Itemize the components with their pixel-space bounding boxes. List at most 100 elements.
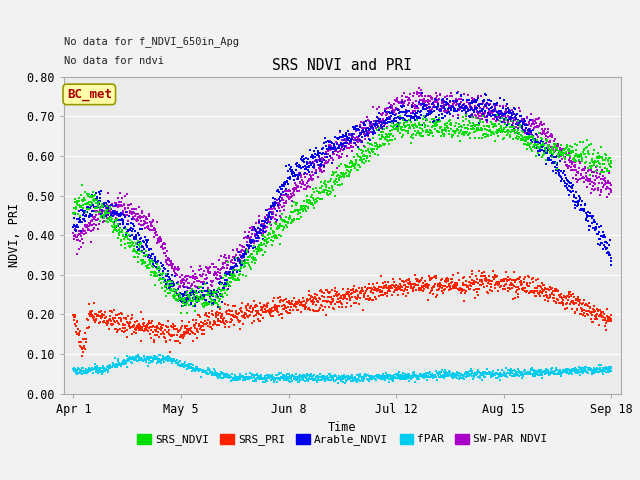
Point: [159, 276, 169, 283]
Point: [327, 171, 337, 179]
Point: [540, 150, 550, 157]
Point: [102, 218, 113, 226]
Point: [308, 372, 319, 380]
Point: [106, 201, 116, 208]
Point: [244, 374, 254, 382]
Point: [324, 370, 334, 378]
Point: [383, 378, 394, 385]
Point: [74, 365, 84, 372]
Point: [349, 123, 359, 131]
Point: [85, 199, 95, 206]
Point: [221, 291, 232, 299]
Point: [404, 275, 414, 283]
Point: [175, 297, 186, 305]
Point: [441, 127, 451, 135]
Point: [419, 96, 429, 103]
Point: [296, 173, 307, 181]
Point: [478, 131, 488, 139]
Point: [212, 292, 222, 300]
Point: [476, 281, 486, 288]
Point: [569, 162, 579, 169]
Point: [461, 108, 471, 116]
Point: [362, 131, 372, 138]
Point: [399, 373, 409, 381]
Point: [376, 283, 386, 290]
Point: [99, 367, 109, 375]
Point: [433, 104, 443, 111]
Point: [271, 371, 281, 379]
Point: [525, 139, 536, 147]
Point: [78, 228, 88, 235]
Point: [99, 317, 109, 325]
Point: [262, 215, 273, 222]
Point: [551, 285, 561, 292]
Point: [159, 249, 170, 256]
Point: [180, 362, 191, 370]
Point: [435, 118, 445, 125]
Point: [242, 247, 252, 255]
Point: [556, 152, 566, 160]
Point: [394, 121, 404, 129]
Point: [467, 125, 477, 133]
Point: [252, 237, 262, 244]
Point: [348, 123, 358, 131]
Point: [452, 96, 462, 104]
Point: [362, 132, 372, 140]
Point: [81, 212, 91, 220]
Point: [279, 202, 289, 210]
Point: [363, 372, 373, 379]
Point: [297, 301, 307, 309]
Point: [505, 285, 515, 292]
Point: [282, 222, 292, 229]
Point: [525, 125, 535, 132]
Point: [525, 140, 535, 148]
Point: [473, 285, 483, 293]
Point: [84, 300, 95, 308]
Point: [477, 134, 487, 142]
Point: [381, 281, 391, 288]
Point: [216, 252, 226, 260]
Point: [350, 161, 360, 168]
Point: [436, 132, 446, 140]
Point: [383, 133, 393, 141]
Point: [578, 312, 588, 319]
Point: [576, 364, 586, 372]
Point: [448, 100, 458, 108]
Point: [250, 302, 260, 310]
Point: [390, 370, 401, 377]
Point: [492, 370, 502, 378]
Point: [372, 373, 382, 381]
Point: [442, 99, 452, 107]
Point: [543, 156, 553, 164]
Point: [391, 285, 401, 293]
Point: [483, 104, 493, 111]
Point: [424, 103, 435, 111]
Point: [561, 182, 572, 190]
Point: [593, 186, 604, 193]
Point: [246, 264, 256, 272]
Point: [464, 372, 474, 380]
Point: [132, 357, 142, 365]
Point: [465, 371, 475, 378]
Point: [89, 197, 99, 205]
Point: [309, 376, 319, 384]
Point: [411, 373, 421, 381]
Point: [396, 371, 406, 379]
Point: [377, 287, 387, 295]
Point: [450, 373, 460, 381]
Point: [300, 205, 310, 213]
Point: [499, 277, 509, 285]
Point: [384, 140, 394, 148]
Point: [433, 99, 443, 107]
Point: [302, 158, 312, 166]
Point: [557, 370, 567, 377]
Point: [177, 302, 188, 310]
Point: [280, 178, 290, 186]
Point: [241, 245, 252, 253]
Point: [154, 356, 164, 363]
Point: [516, 286, 527, 293]
Point: [356, 133, 367, 141]
Point: [402, 119, 412, 126]
Point: [248, 253, 259, 261]
Point: [223, 259, 234, 266]
